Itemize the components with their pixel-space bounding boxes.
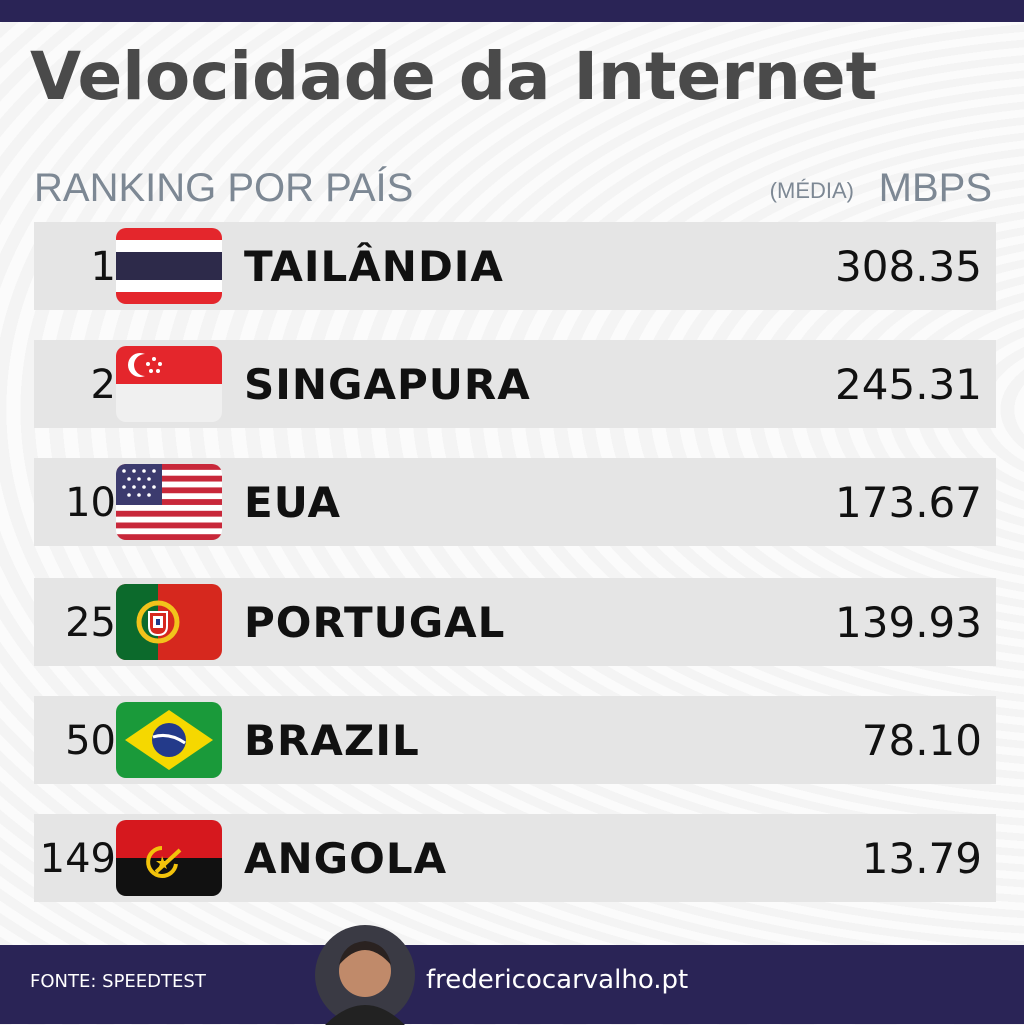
speed: 78.10: [861, 716, 982, 765]
row: 50 BRAZIL 78.10: [34, 696, 996, 784]
top-bar: [0, 0, 1024, 22]
country: BRAZIL: [244, 716, 420, 765]
country: PORTUGAL: [244, 598, 506, 647]
country: TAILÂNDIA: [244, 242, 504, 291]
speed: 245.31: [835, 360, 982, 409]
rank: 25: [65, 600, 116, 646]
rank: 50: [65, 718, 116, 764]
country: SINGAPURA: [244, 360, 531, 409]
rank: 149: [39, 836, 116, 882]
rank: 10: [65, 480, 116, 526]
speed: 139.93: [835, 598, 982, 647]
row: 25 PORTUGAL 139.93: [34, 578, 996, 666]
row: 2 SINGAPURA 245.31: [34, 340, 996, 428]
rank: 1: [90, 244, 116, 290]
row: 149 ANGOLA 13.79: [34, 814, 996, 902]
source: FONTE: SPEEDTEST: [30, 971, 206, 992]
flag: [116, 228, 222, 304]
flag: [116, 820, 222, 896]
footer: FONTE: SPEEDTEST fredericocarvalho.pt: [0, 925, 1024, 1025]
row: 10 EUA 173.67: [34, 458, 996, 546]
rank: 2: [90, 362, 116, 408]
avatar: [315, 925, 415, 1025]
speed: 13.79: [861, 834, 982, 883]
subtitle: RANKING POR PAÍS: [34, 166, 414, 210]
country: ANGOLA: [244, 834, 448, 883]
flag: [116, 702, 222, 778]
flag: [116, 584, 222, 660]
row: 1 TAILÂNDIA 308.35: [34, 222, 996, 310]
flag: [116, 464, 222, 540]
flag: [116, 346, 222, 422]
unit-note: (MÉDIA): [769, 178, 854, 203]
speed: 173.67: [835, 478, 982, 527]
speed: 308.35: [835, 242, 982, 291]
title: Velocidade da Internet: [30, 38, 878, 115]
site-link[interactable]: fredericocarvalho.pt: [426, 965, 689, 995]
unit: MBPS: [878, 166, 992, 210]
country: EUA: [244, 478, 342, 527]
